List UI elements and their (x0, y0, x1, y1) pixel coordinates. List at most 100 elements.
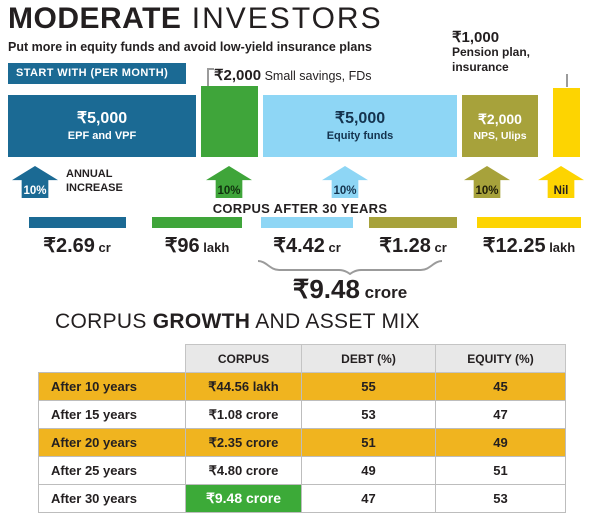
row-label: After 25 years (38, 456, 186, 485)
brace (258, 260, 442, 275)
up-arrow-icon: 10% (322, 166, 368, 198)
table-header-corpus: CORPUS (185, 344, 302, 373)
section-heading-post: AND ASSET MIX (250, 310, 420, 333)
row-debt: 51 (301, 428, 436, 457)
corpus-column-nps: ₹1.28 cr (354, 217, 472, 258)
annual-increase-value: Nil (553, 185, 569, 197)
corpus-value: ₹2.69 cr (43, 233, 111, 258)
table-header-row: CORPUS DEBT (%) EQUITY (%) (39, 344, 566, 373)
corpus-value-unit: cr (94, 240, 111, 255)
corpus-bar-epf (28, 217, 126, 228)
page-title-regular: INVESTORS (181, 2, 383, 35)
up-arrow-icon: Nil (538, 166, 584, 198)
row-label: After 30 years (38, 484, 186, 513)
annual-increase-value: 10% (23, 185, 47, 197)
block-pension (553, 88, 580, 157)
callout-small-savings-amount: ₹2,000 (214, 67, 262, 84)
page-title: MODERATE INVESTORS (8, 2, 383, 36)
corpus-value-number: ₹2.69 (43, 235, 95, 257)
row-equity: 49 (435, 428, 566, 457)
block-epf-label: EPF and VPF (67, 130, 137, 142)
callout-small-savings: ₹2,000 Small savings, FDs (214, 66, 372, 84)
block-nps-label: NPS, Ulips (473, 130, 527, 142)
row-label: After 20 years (38, 428, 186, 457)
row-corpus-highlight: ₹9.48 crore (185, 484, 302, 513)
corpus-bar-small-savings (152, 217, 242, 228)
row-corpus: ₹1.08 crore (185, 400, 302, 429)
block-small-savings (201, 86, 258, 157)
page-title-bold: MODERATE (8, 2, 182, 35)
corpus-value: ₹96 lakh (165, 233, 230, 258)
row-debt: 49 (301, 456, 436, 485)
block-equity-funds: ₹5,000 Equity funds (263, 95, 457, 157)
table-header-empty (39, 345, 186, 373)
corpus-value: ₹12.25 lakh (483, 233, 575, 258)
row-equity: 45 (435, 372, 566, 401)
total-corpus: ₹9.48 crore (200, 274, 500, 305)
block-equity-label: Equity funds (326, 130, 394, 142)
start-with-label: START WITH (PER MONTH) (8, 63, 186, 84)
row-debt: 53 (301, 400, 436, 429)
block-nps-ulips: ₹2,000 NPS, Ulips (462, 95, 538, 157)
row-debt: 55 (301, 372, 436, 401)
corpus-bar-nps (369, 217, 457, 228)
corpus-value-unit: cr (324, 240, 341, 255)
total-corpus-number: ₹9.48 (292, 274, 360, 304)
section-heading: CORPUS GROWTH AND ASSET MIX (55, 310, 420, 334)
annual-increase-value: 10% (333, 185, 357, 197)
corpus-value: ₹4.42 cr (273, 233, 341, 258)
callout-pension-amount: ₹1,000 (452, 29, 500, 46)
corpus-column-equity: ₹4.42 cr (248, 217, 366, 258)
row-equity: 53 (435, 484, 566, 513)
block-nps-amount: ₹2,000 (478, 111, 522, 127)
table-row: After 10 years ₹44.56 lakh 55 45 (38, 372, 566, 401)
callout-pension-line1: Pension plan, (452, 45, 531, 59)
corpus-value-number: ₹96 (164, 235, 200, 257)
callout-pension: ₹1,000 Pension plan, insurance (452, 30, 530, 75)
corpus-value-unit: lakh (199, 240, 230, 255)
table-row: After 30 years ₹9.48 crore 47 53 (38, 484, 566, 513)
corpus-column-epf: ₹2.69 cr (16, 217, 138, 258)
corpus-bar-pension (477, 217, 581, 228)
row-equity: 51 (435, 456, 566, 485)
corpus-after-30-years-heading: CORPUS AFTER 30 YEARS (212, 201, 388, 216)
corpus-bar-equity (261, 217, 353, 228)
corpus-column-small-savings: ₹96 lakh (138, 217, 256, 258)
annual-increase-value: 10% (475, 185, 499, 197)
row-equity: 47 (435, 400, 566, 429)
annual-increase-line2: INCREASE (66, 182, 123, 194)
section-heading-bold: GROWTH (152, 310, 251, 333)
corpus-value: ₹1.28 cr (379, 233, 447, 258)
annual-increase-value: 10% (217, 185, 241, 197)
connector-line (566, 74, 568, 87)
corpus-value-unit: cr (430, 240, 447, 255)
corpus-value-number: ₹1.28 (379, 235, 431, 257)
corpus-value-number: ₹4.42 (273, 235, 325, 257)
table-header-equity: EQUITY (%) (435, 344, 566, 373)
block-epf-vpf: ₹5,000 EPF and VPF (8, 95, 196, 157)
row-corpus: ₹2.35 crore (185, 428, 302, 457)
callout-pension-line2: insurance (452, 60, 509, 74)
block-epf-amount: ₹5,000 (76, 110, 128, 127)
table-row: After 20 years ₹2.35 crore 51 49 (38, 428, 566, 457)
callout-small-savings-label: Small savings, FDs (261, 69, 372, 83)
row-debt: 47 (301, 484, 436, 513)
row-corpus: ₹4.80 crore (185, 456, 302, 485)
row-corpus: ₹44.56 lakh (185, 372, 302, 401)
annual-increase-line1: ANNUAL (66, 168, 113, 180)
block-equity-amount: ₹5,000 (334, 110, 386, 127)
total-corpus-unit: crore (359, 283, 408, 302)
corpus-growth-table: CORPUS DEBT (%) EQUITY (%) After 10 year… (38, 344, 566, 513)
table-header-debt: DEBT (%) (301, 344, 436, 373)
annual-increase-label: ANNUAL INCREASE (66, 167, 123, 195)
table-row: After 25 years ₹4.80 crore 49 51 (38, 456, 566, 485)
connector-line (207, 68, 214, 70)
corpus-value-unit: lakh (545, 240, 576, 255)
table-row: After 15 years ₹1.08 crore 53 47 (38, 400, 566, 429)
row-label: After 15 years (38, 400, 186, 429)
up-arrow-icon: 10% (12, 166, 58, 198)
section-heading-pre: CORPUS (55, 310, 153, 333)
row-label: After 10 years (38, 372, 186, 401)
page-subtitle: Put more in equity funds and avoid low-y… (8, 40, 372, 54)
